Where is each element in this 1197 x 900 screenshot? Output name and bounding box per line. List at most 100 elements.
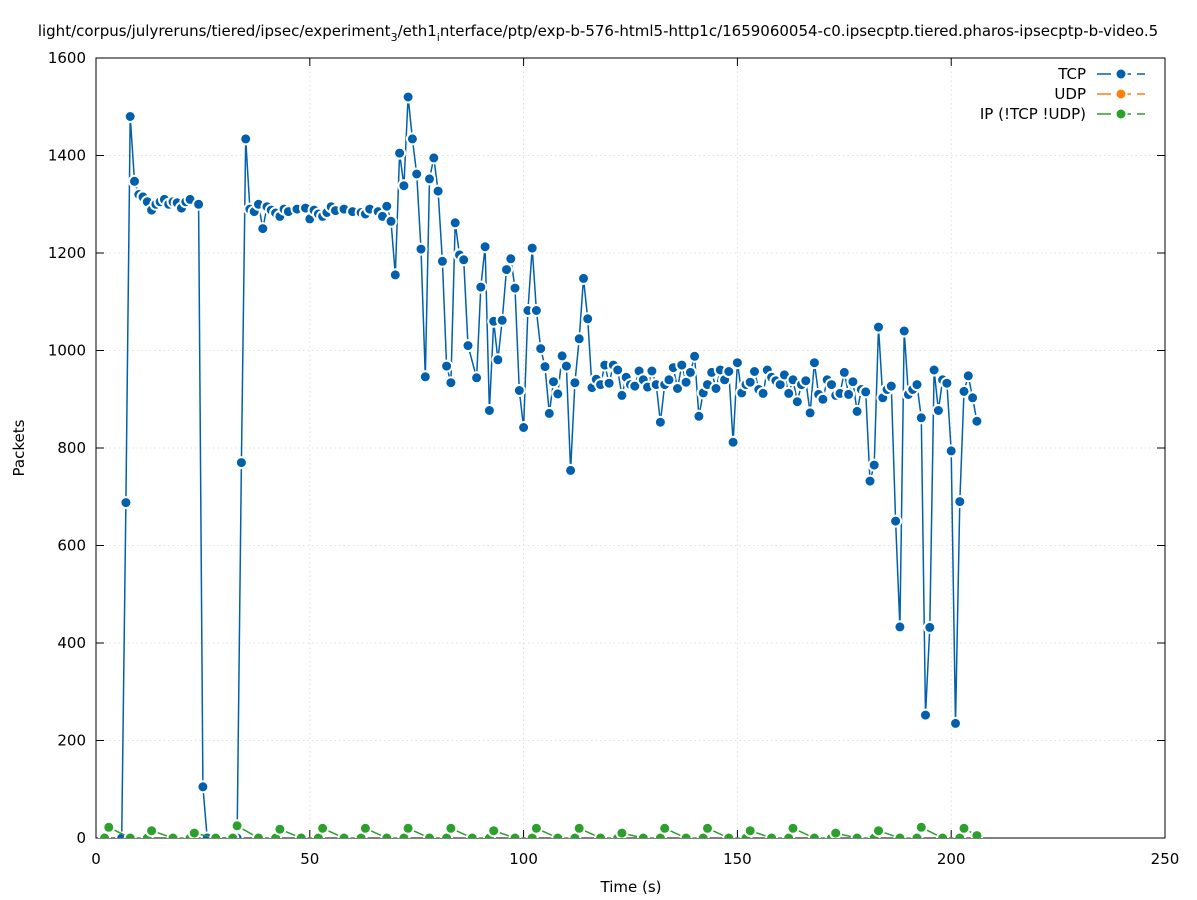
data-point — [671, 382, 684, 395]
data-point — [662, 373, 676, 387]
data-point — [508, 281, 522, 295]
data-point — [970, 414, 984, 428]
data-point — [517, 421, 531, 434]
data-point — [564, 463, 578, 477]
data-point — [495, 313, 509, 327]
data-point — [914, 411, 928, 425]
data-point — [722, 831, 736, 838]
data-point — [782, 386, 796, 400]
data-point — [423, 831, 436, 838]
data-point — [559, 359, 573, 373]
data-point — [226, 831, 240, 838]
data-point — [897, 324, 911, 338]
series-2 — [98, 819, 984, 838]
data-point — [683, 365, 697, 379]
legend-marker — [1114, 67, 1128, 81]
data-point — [953, 495, 967, 509]
data-point — [465, 831, 479, 838]
data-point — [294, 831, 308, 838]
data-point — [701, 821, 714, 835]
data-point — [816, 392, 830, 406]
data-point — [872, 824, 885, 838]
data-point — [730, 356, 744, 370]
data-point — [743, 375, 757, 389]
data-point — [602, 376, 616, 390]
data-point — [478, 240, 492, 254]
data-point — [230, 819, 244, 833]
legend-label: TCP — [1057, 65, 1086, 83]
data-point — [209, 831, 223, 838]
data-point — [850, 404, 864, 418]
data-point — [577, 271, 590, 285]
data-point — [807, 831, 821, 838]
data-point — [923, 620, 937, 634]
data-point — [474, 280, 488, 294]
data-point — [256, 222, 270, 236]
chart-title: light/corpus/julyreruns/tiered/ipsec/exp… — [38, 22, 1158, 44]
data-point — [846, 375, 860, 389]
data-point — [859, 385, 873, 399]
data-point — [910, 831, 924, 838]
plot-border — [95, 57, 1166, 839]
data-point — [743, 824, 757, 838]
y-axis-label: Packets — [10, 419, 28, 476]
data-point — [435, 254, 449, 268]
x-tick-label: 50 — [300, 850, 319, 868]
data-point — [529, 304, 543, 317]
data-point — [393, 146, 407, 160]
data-point — [756, 386, 770, 400]
data-point — [944, 444, 958, 458]
data-point — [551, 387, 565, 401]
series-0 — [115, 90, 984, 838]
data-point — [940, 376, 954, 390]
axes: 0 50 100 150 200 250 0 200 400 600 800 1000 1200 1400… — [48, 49, 1180, 868]
data-point — [388, 268, 402, 282]
data-point — [547, 375, 560, 389]
data-point — [786, 821, 800, 835]
data-point — [961, 369, 975, 383]
data-point — [936, 831, 950, 838]
y-tick-label: 1600 — [48, 49, 86, 67]
data-point — [692, 409, 706, 423]
data-point — [525, 241, 539, 255]
data-point — [645, 364, 659, 378]
data-point — [957, 384, 971, 398]
data-point — [722, 365, 736, 378]
data-point — [581, 312, 595, 326]
data-point — [572, 821, 586, 835]
data-point — [636, 831, 650, 838]
data-point — [842, 387, 856, 401]
x-tick-label: 200 — [937, 850, 966, 868]
data-point — [572, 332, 586, 346]
data-point — [418, 370, 432, 384]
data-point — [893, 620, 907, 634]
data-point — [594, 831, 608, 838]
data-point — [500, 263, 513, 277]
data-point — [414, 242, 428, 256]
series-layer — [98, 90, 984, 838]
data-point — [829, 826, 843, 838]
data-point — [470, 371, 484, 385]
x-tick-label: 150 — [723, 850, 752, 868]
data-point — [123, 831, 137, 838]
data-point — [611, 363, 625, 377]
y-tick-label: 400 — [57, 634, 86, 652]
data-point — [679, 831, 693, 838]
data-point — [337, 831, 351, 838]
data-point — [239, 132, 253, 146]
data-point — [863, 474, 877, 488]
y-tick-label: 1200 — [48, 244, 86, 262]
data-point — [748, 365, 761, 378]
data-point — [957, 821, 971, 835]
y-tick-label: 200 — [57, 732, 86, 750]
data-point — [482, 404, 496, 417]
legend: TCP UDP IP (!TCP !UDP) — [980, 65, 1145, 123]
data-point — [790, 395, 804, 409]
data-point — [884, 379, 898, 393]
x-axis-label: Time (s) — [600, 878, 662, 896]
data-point — [658, 821, 672, 835]
data-point — [568, 376, 582, 390]
data-point — [273, 822, 287, 836]
data-point — [444, 376, 458, 390]
